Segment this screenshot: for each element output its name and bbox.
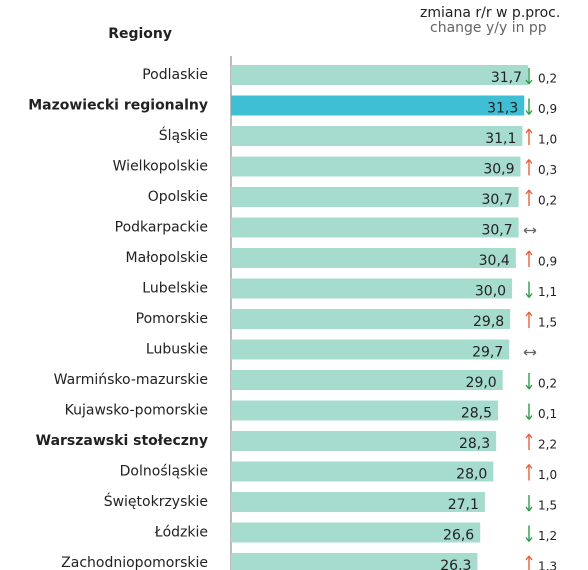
value-label: 31,3 [487,101,518,117]
bar [231,553,478,570]
change-label: 1,5 [538,499,557,513]
value-label: 26,3 [440,558,471,570]
change-arrow [525,250,533,267]
change-arrow [525,555,533,570]
change-arrow [525,98,533,115]
bar [231,95,525,116]
value-label: 28,5 [461,406,492,422]
bar [231,339,510,360]
change-arrow [525,128,533,145]
category-label: Warszawski stołeczny [36,433,208,449]
change-arrow [523,349,537,356]
bar [231,187,519,207]
change-header: zmiana r/r w p.proc. [420,5,560,21]
value-label: 30,0 [475,284,506,300]
change-label: 0,3 [538,163,557,177]
value-label: 29,7 [472,345,503,361]
change-label: 0,1 [538,407,557,421]
category-label: Śląskie [159,126,208,144]
change-arrow [525,464,533,481]
bar [231,217,519,238]
bar [231,522,481,543]
change-arrow [525,311,533,328]
category-label: Świętokrzyskie [104,492,208,510]
category-label: Warmińsko-mazurskie [54,372,208,388]
change-arrow [525,433,533,450]
value-label: 29,0 [466,375,497,391]
change-arrow [523,227,537,234]
value-label: 30,7 [481,192,512,208]
change-label: 0,2 [538,377,557,391]
category-label: Podlaskie [142,67,208,83]
change-label: 1,0 [538,468,557,482]
bar [231,278,513,299]
bar [231,400,499,421]
change-header-en: change y/y in pp [430,20,547,36]
value-label: 27,1 [448,497,479,513]
change-label: 2,2 [538,438,557,452]
change-arrow [525,68,533,85]
category-label: Dolnośląskie [120,464,208,480]
category-label: Łódzkie [154,525,208,541]
value-label: 30,7 [481,223,512,239]
bar [231,248,516,268]
bar [231,65,528,85]
value-label: 31,7 [491,70,522,86]
change-label: 0,9 [538,102,557,116]
value-label: 30,4 [479,253,510,269]
bar [231,309,511,329]
category-label: Kujawsko-pomorskie [65,403,208,419]
bar [231,431,497,451]
category-label: Małopolskie [126,250,208,266]
bar [231,461,494,482]
value-label: 30,9 [483,162,514,178]
bar [231,156,521,177]
change-label: 0,2 [538,72,557,86]
change-label: 1,0 [538,133,557,147]
category-label: Pomorskie [136,311,208,327]
category-label: Podkarpackie [115,220,208,236]
category-label: Zachodniopomorskie [61,555,208,570]
change-arrow [525,495,533,512]
change-label: 0,9 [538,255,557,269]
change-arrow [525,159,533,176]
category-label: Opolskie [148,189,208,205]
category-label: Wielkopolskie [113,159,208,175]
bar [231,492,485,512]
change-arrow [525,189,533,206]
value-label: 26,6 [443,528,474,544]
change-arrow [525,525,533,542]
value-label: 31,1 [485,131,516,147]
category-label: Mazowiecki regionalny [28,98,208,114]
category-header: Regiony [108,26,172,42]
category-label: Lubelskie [142,281,208,297]
category-label: Lubuskie [146,342,208,358]
change-arrow [525,403,533,420]
change-arrow [525,281,533,298]
change-label: 0,2 [538,194,557,208]
change-label: 1,2 [538,529,557,543]
value-label: 28,0 [456,467,487,483]
bar [231,370,503,390]
change-arrow [525,373,533,390]
value-label: 29,8 [473,314,504,330]
value-label: 28,3 [459,436,490,452]
bar [231,126,523,146]
change-label: 1,5 [538,316,557,330]
change-label: 1,1 [538,285,557,299]
change-label: 1,3 [538,560,557,570]
